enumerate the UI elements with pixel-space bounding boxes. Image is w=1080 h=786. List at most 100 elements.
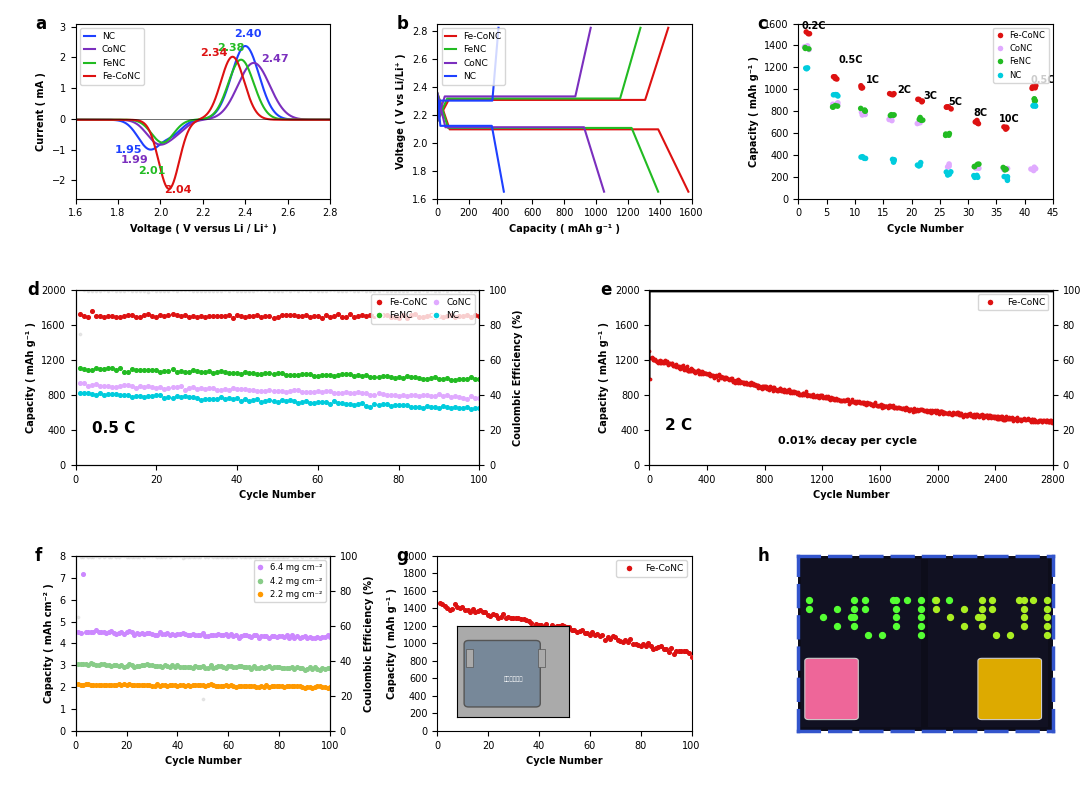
Point: [947, 408, 964, 421]
Point: [369, 387, 387, 399]
Point: [1038, 593, 1055, 606]
Point: [718, 372, 735, 384]
Point: [382, 370, 400, 383]
Point: [257, 284, 274, 296]
Text: 2C: 2C: [897, 85, 912, 94]
Point: [799, 388, 816, 401]
Point: [982, 411, 999, 424]
Point: [443, 402, 460, 414]
Point: [902, 403, 919, 416]
Point: [112, 550, 130, 563]
Point: [654, 356, 672, 369]
Point: [704, 369, 721, 382]
Point: [834, 394, 851, 406]
Point: [160, 391, 177, 403]
Point: [283, 661, 300, 674]
Point: [471, 285, 488, 297]
Point: [508, 612, 525, 625]
Point: [813, 390, 831, 402]
Point: [438, 285, 456, 297]
Point: [799, 389, 816, 402]
Point: [921, 404, 939, 417]
Point: [658, 643, 675, 656]
Point: [139, 380, 157, 393]
Point: [472, 604, 489, 616]
Point: [303, 632, 321, 645]
Point: [647, 354, 664, 367]
Point: [814, 391, 832, 404]
Point: [645, 354, 662, 367]
Point: [459, 284, 476, 296]
Point: [471, 402, 488, 415]
Point: [581, 628, 598, 641]
Point: [1024, 416, 1041, 428]
Point: [276, 369, 294, 381]
Point: [131, 551, 148, 564]
Point: [138, 626, 156, 639]
Point: [174, 626, 191, 639]
Point: [131, 627, 148, 640]
Point: [870, 399, 888, 412]
Point: [851, 395, 868, 407]
Point: [220, 384, 238, 396]
Point: [810, 391, 827, 403]
Point: [969, 169, 986, 182]
Point: [108, 679, 125, 692]
Point: [652, 357, 670, 369]
Point: [945, 407, 962, 420]
Point: [855, 396, 873, 409]
Point: [156, 679, 173, 692]
Point: [828, 394, 846, 406]
Point: [390, 399, 407, 412]
Point: [269, 396, 286, 409]
Point: [151, 679, 168, 692]
Point: [83, 305, 100, 318]
Point: [1026, 94, 1043, 107]
Point: [881, 399, 899, 411]
Point: [829, 394, 847, 406]
Point: [928, 593, 945, 606]
Point: [927, 405, 944, 417]
Text: a: a: [35, 15, 46, 33]
Point: [151, 551, 168, 564]
Point: [71, 308, 89, 321]
Point: [888, 619, 905, 632]
Point: [399, 285, 416, 297]
Point: [878, 399, 895, 412]
Point: [245, 384, 262, 396]
Point: [741, 378, 758, 391]
Point: [1000, 413, 1017, 425]
Point: [908, 159, 926, 171]
Point: [240, 630, 257, 642]
Point: [216, 310, 233, 322]
Point: [111, 388, 129, 401]
Point: [818, 389, 835, 402]
Point: [273, 367, 291, 380]
Point: [846, 395, 863, 407]
Point: [436, 600, 454, 612]
Point: [786, 386, 804, 399]
Point: [942, 407, 959, 420]
Point: [273, 285, 291, 297]
Legend: Fe-CoNC, CoNC, FeNC, NC: Fe-CoNC, CoNC, FeNC, NC: [993, 28, 1049, 83]
Point: [467, 392, 484, 405]
Point: [247, 662, 265, 674]
Point: [111, 362, 129, 374]
Point: [309, 680, 326, 692]
Point: [75, 568, 92, 581]
Point: [777, 384, 794, 396]
Point: [303, 550, 321, 563]
Point: [184, 628, 201, 641]
Point: [895, 402, 913, 415]
Point: [257, 310, 274, 322]
Point: [1031, 415, 1049, 428]
Point: [751, 380, 768, 393]
Point: [283, 550, 300, 563]
Point: [977, 410, 995, 423]
Point: [144, 659, 161, 671]
Point: [399, 389, 416, 402]
Point: [996, 163, 1013, 176]
Point: [235, 680, 253, 692]
Point: [204, 367, 221, 380]
Point: [941, 158, 958, 171]
